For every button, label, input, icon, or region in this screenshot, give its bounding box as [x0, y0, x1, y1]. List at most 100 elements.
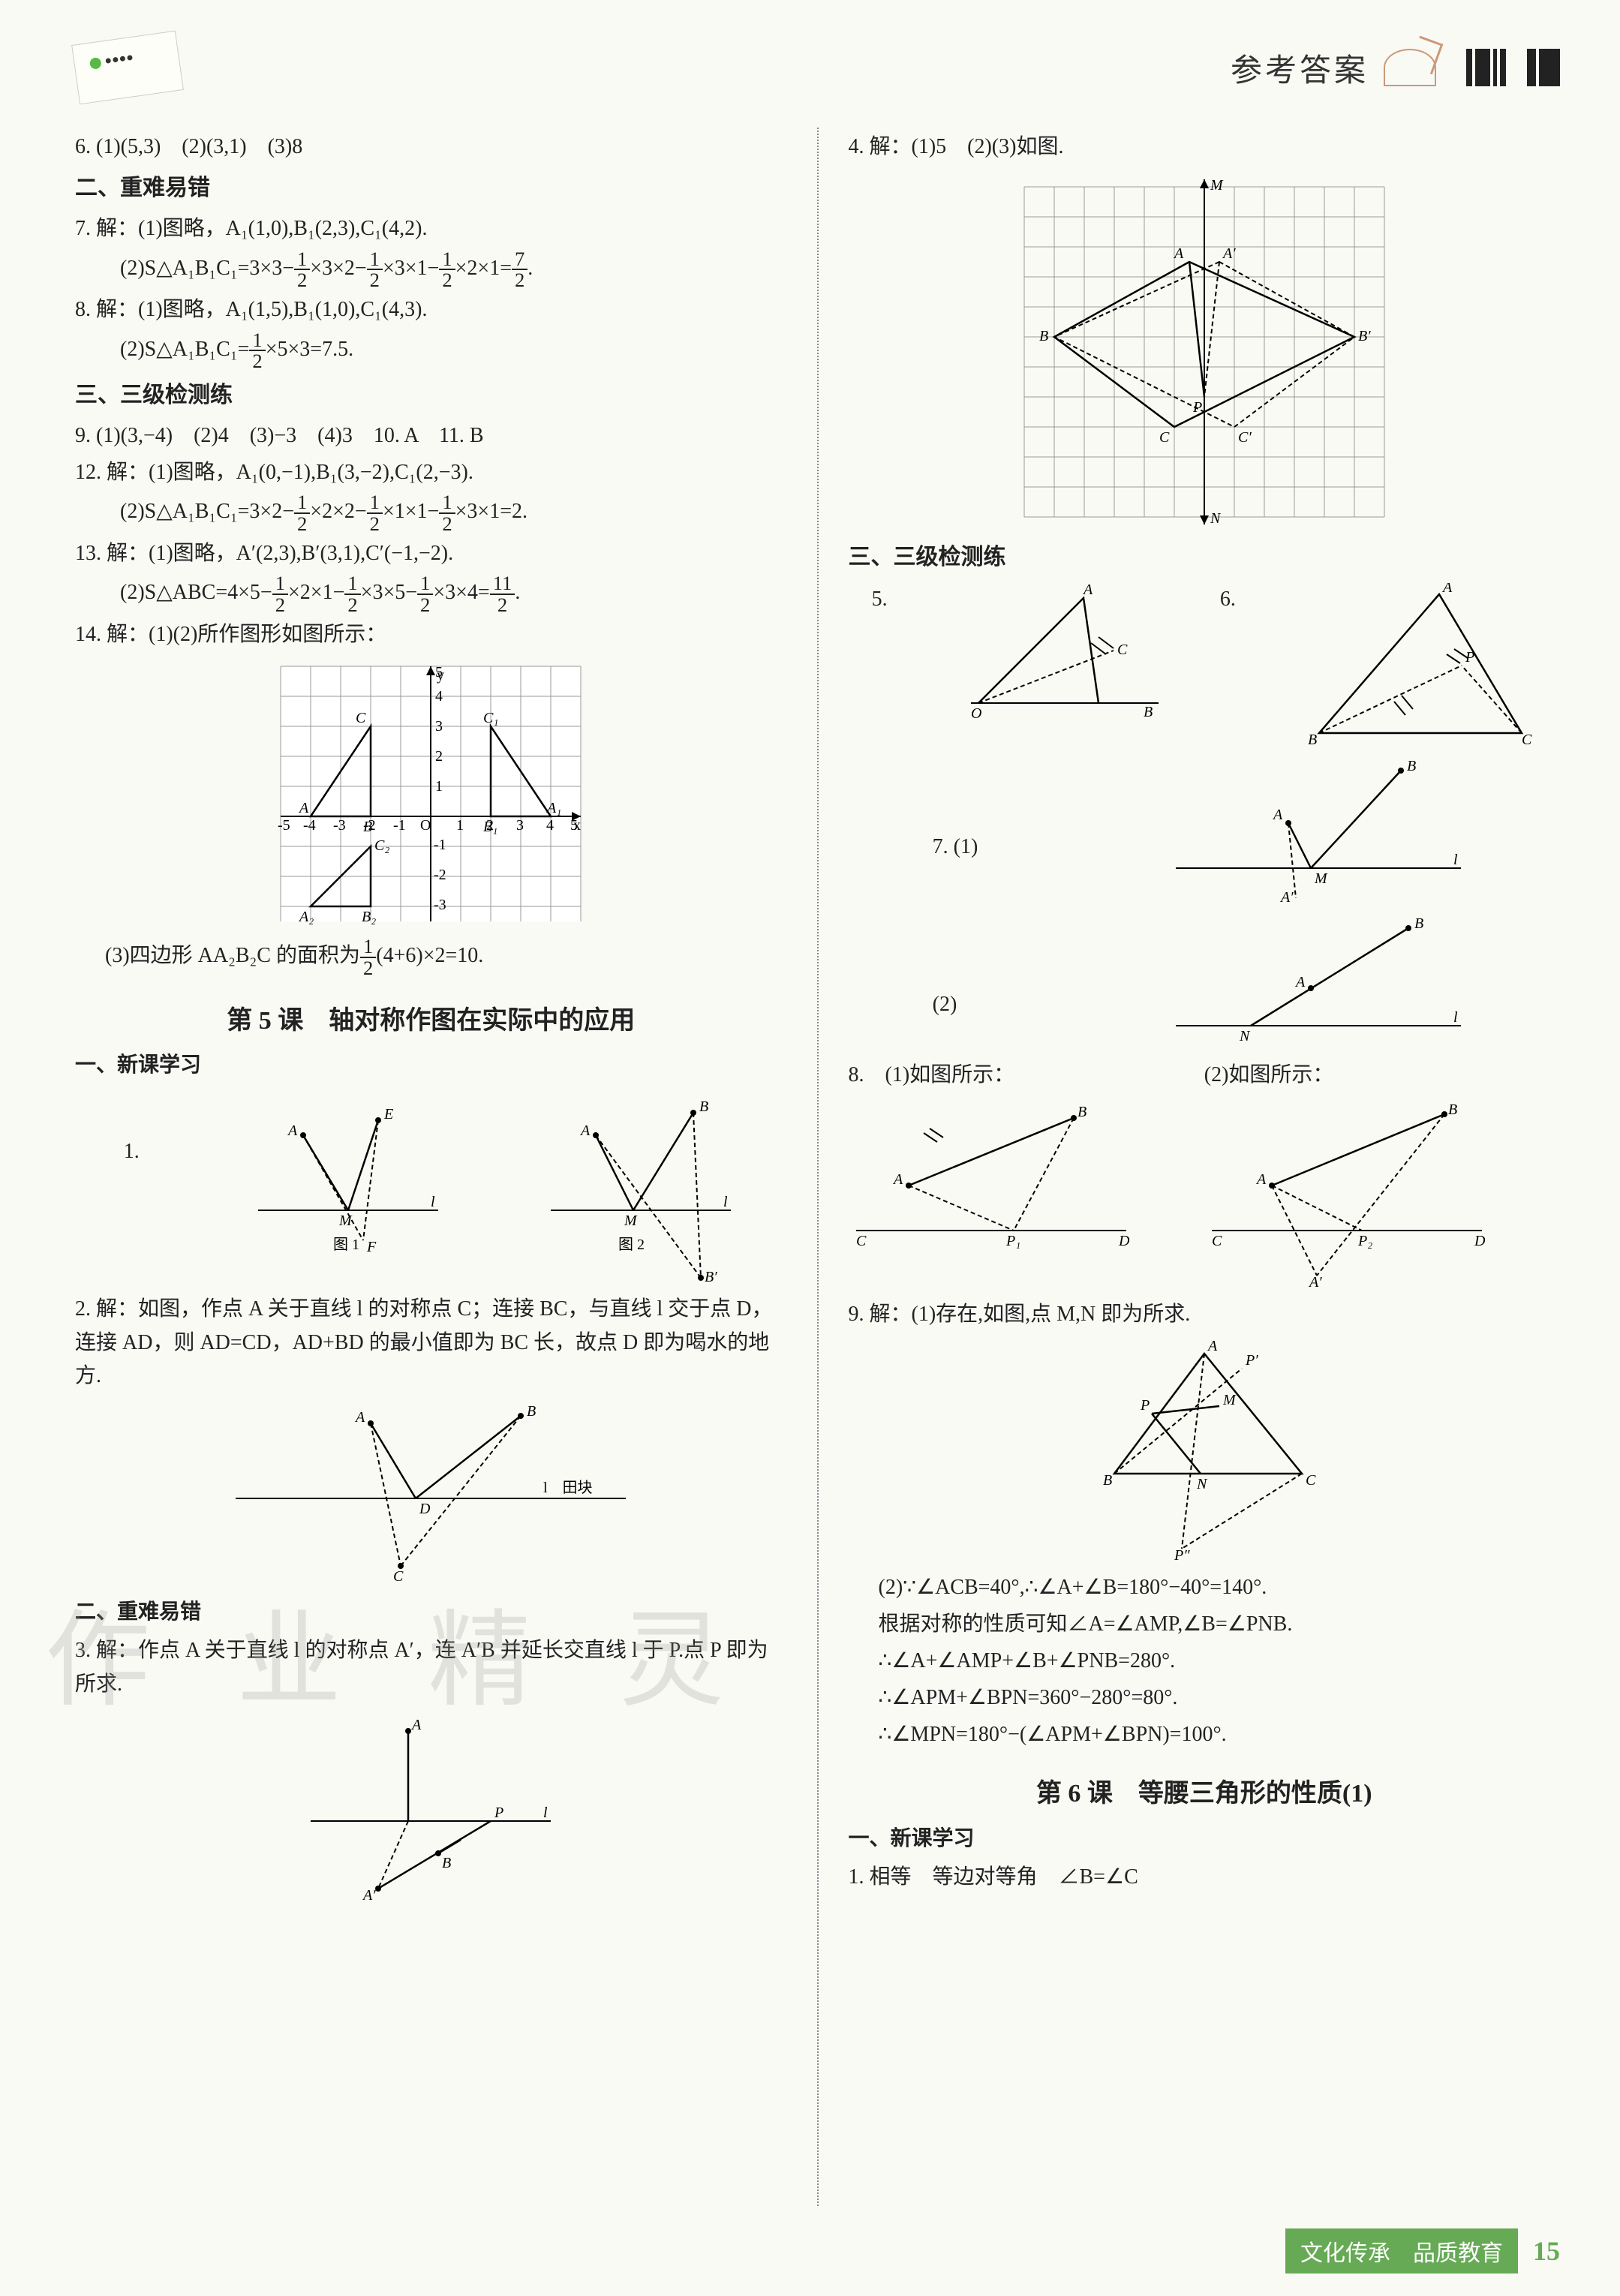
fig-q3: l A B P A′: [75, 1708, 787, 1904]
svg-text:C′: C′: [1238, 429, 1252, 446]
svg-text:4: 4: [546, 817, 554, 834]
svg-text:1: 1: [456, 817, 464, 834]
footer-slogan: 文化传承 品质教育: [1285, 2228, 1518, 2273]
svg-text:D: D: [1474, 1233, 1486, 1249]
q9b4: ∴∠APM+∠BPN=360°−280°=80°.: [849, 1681, 1561, 1715]
q14b: (3)四边形 AA₂B₂C 的面积为12(4+6)×2=10.: [75, 936, 787, 978]
svg-text:A₁: A₁: [546, 800, 561, 816]
fig-r5-6: 5. OABC 6. ABCP: [849, 583, 1561, 748]
r-l1: 1. 相等 等边对等角 ∠B=∠C: [849, 1861, 1561, 1895]
svg-text:C: C: [856, 1233, 867, 1249]
svg-text:A: A: [1207, 1339, 1218, 1354]
svg-text:l: l: [431, 1194, 435, 1210]
q8b: (2)S△A₁B₁C₁=12×5×3=7.5.: [75, 330, 787, 371]
svg-text:B′: B′: [1358, 328, 1371, 344]
fig-r7-2: (2) l ABN: [849, 913, 1561, 1048]
column-divider: [817, 128, 819, 2206]
svg-text:C: C: [1212, 1233, 1222, 1249]
svg-text:-2: -2: [363, 817, 376, 834]
q3: 3. 解：作点 A 关于直线 l 的对称点 A′，连 A′B 并延长交直线 l …: [75, 1634, 787, 1702]
svg-text:-1: -1: [393, 817, 406, 834]
svg-text:4: 4: [435, 688, 443, 705]
svg-text:C: C: [1522, 732, 1532, 748]
svg-text:N: N: [1196, 1476, 1208, 1492]
page-header: 参考答案: [0, 23, 1620, 113]
svg-text:3: 3: [516, 817, 524, 834]
svg-text:P₂: P₂: [1357, 1233, 1372, 1249]
q6: 6. (1)(5,3) (2)(3,1) (3)8: [75, 131, 787, 164]
svg-text:A: A: [287, 1122, 298, 1139]
svg-text:M: M: [1222, 1392, 1237, 1408]
svg-text:M: M: [624, 1213, 638, 1229]
fig-q1: 1. l A E M F 图 1 l: [75, 1090, 787, 1285]
right-column: 4. 解：(1)5 (2)(3)如图. MN: [826, 128, 1561, 2206]
svg-text:A: A: [410, 1717, 422, 1733]
q8b: (2)如图所示：: [1204, 1059, 1560, 1092]
svg-text:P: P: [494, 1805, 503, 1821]
q9: 9. (1)(3,−4) (2)4 (3)−3 (4)3 10. A 11. B: [75, 419, 787, 453]
svg-text:2: 2: [486, 817, 494, 834]
q9b2: 根据对称的性质可知∠A=∠AMP,∠B=∠PNB.: [849, 1608, 1561, 1642]
q12b: (2)S△A₁B₁C₁=3×2−12×2×2−12×1×1−12×3×1=2.: [75, 492, 787, 533]
svg-text:P: P: [1192, 399, 1202, 416]
q13b: (2)S△ABC=4×5−12×2×1−12×3×5−12×3×4=112.: [75, 573, 787, 615]
svg-text:l: l: [723, 1194, 728, 1210]
lesson5-h2: 二、重难易错: [75, 1596, 787, 1630]
svg-text:C: C: [356, 710, 366, 726]
svg-text:A′: A′: [1279, 889, 1294, 906]
svg-text:F: F: [366, 1239, 377, 1255]
svg-text:D: D: [1118, 1233, 1130, 1249]
svg-text:C₁: C₁: [483, 710, 498, 726]
pen-icon: [1384, 49, 1436, 86]
svg-text:A₂: A₂: [298, 909, 314, 925]
svg-text:C₂: C₂: [374, 837, 389, 854]
footer: 文化传承 品质教育 15: [1285, 2228, 1560, 2273]
svg-text:B: B: [1103, 1472, 1112, 1489]
q12a: 12. 解：(1)图略，A₁(0,−1),B₁(3,−2),C₁(2,−3).: [75, 456, 787, 490]
svg-text:l: l: [1453, 852, 1458, 868]
fig-r4: MN AA′ BB′ CC′ P: [849, 172, 1561, 532]
svg-text:1: 1: [435, 778, 443, 795]
svg-text:M: M: [338, 1213, 353, 1229]
svg-text:C: C: [1117, 642, 1128, 658]
svg-text:A: A: [1272, 807, 1283, 823]
svg-text:-3: -3: [434, 897, 446, 913]
svg-text:-4: -4: [303, 817, 316, 834]
svg-text:B: B: [1448, 1101, 1457, 1118]
lesson5-title: 第 5 课 轴对称作图在实际中的应用: [75, 1001, 787, 1041]
svg-text:B: B: [1039, 328, 1048, 344]
svg-text:l 田块: l 田块: [543, 1479, 593, 1496]
svg-text:2: 2: [435, 748, 443, 765]
r-h3: 三、三级检测练: [849, 539, 1561, 576]
q9b5: ∴∠MPN=180°−(∠APM+∠BPN)=100°.: [849, 1718, 1561, 1752]
q7a: 7. 解：(1)图略，A₁(1,0),B₁(2,3),C₁(4,2).: [75, 212, 787, 246]
q13a: 13. 解：(1)图略，A′(2,3),B′(3,1),C′(−1,−2).: [75, 537, 787, 571]
svg-text:A′: A′: [362, 1887, 376, 1904]
svg-text:O: O: [420, 817, 431, 834]
svg-text:B₂: B₂: [362, 909, 376, 925]
svg-text:图 2: 图 2: [618, 1237, 645, 1253]
svg-text:A: A: [1173, 245, 1184, 262]
q8a: 8. (1)如图所示：: [849, 1059, 1204, 1092]
svg-text:A′: A′: [1222, 245, 1236, 262]
q9b1: (2)∵∠ACB=40°,∴∠A+∠B=180°−40°=140°.: [849, 1571, 1561, 1605]
svg-text:图 1: 图 1: [333, 1237, 359, 1253]
svg-text:M: M: [1210, 177, 1224, 194]
svg-text:5: 5: [435, 664, 443, 681]
section-2: 二、重难易错: [75, 170, 787, 206]
svg-text:C: C: [1306, 1472, 1316, 1489]
svg-text:A: A: [298, 800, 309, 816]
svg-text:-5: -5: [278, 817, 290, 834]
svg-text:N: N: [1239, 1028, 1251, 1044]
q7b: (2)S△A₁B₁C₁=3×3−12×3×2−12×3×1−12×2×1=72.: [75, 249, 787, 290]
svg-text:A: A: [1441, 583, 1453, 596]
header-title: 参考答案: [1231, 45, 1369, 91]
svg-text:E: E: [383, 1106, 393, 1122]
svg-text:C: C: [393, 1568, 404, 1585]
svg-text:A: A: [579, 1122, 591, 1139]
q2: 2. 解：如图，作点 A 关于直线 l 的对称点 C；连接 BC，与直线 l 交…: [75, 1293, 787, 1393]
svg-text:l: l: [1453, 1009, 1458, 1026]
svg-text:B: B: [1308, 732, 1317, 748]
svg-text:C: C: [1159, 429, 1170, 446]
fig-14-grid: A B C C₁ B₁ A₁ A₂ B₂ C₂ y x O 12345: [75, 659, 787, 929]
